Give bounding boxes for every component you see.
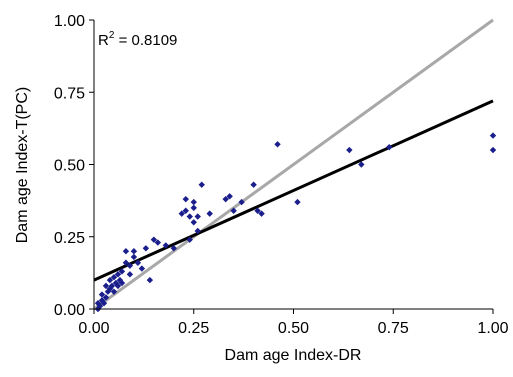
data-point: [358, 161, 365, 168]
data-point: [146, 276, 154, 284]
regression-line: [93, 99, 494, 282]
y-tick-label: 0.25: [54, 230, 85, 247]
data-point: [114, 271, 122, 278]
data-point: [106, 276, 114, 284]
y-ticks: 0.00 0.25 0.50 0.75 1.00: [54, 13, 94, 319]
data-point: [154, 239, 162, 246]
data-point: [182, 195, 189, 203]
x-tick-label: 1.00: [477, 320, 508, 337]
data-point: [190, 204, 197, 212]
data-point: [198, 181, 205, 188]
x-tick-label: 0.75: [378, 320, 409, 337]
reference-line-path: [93, 18, 494, 311]
data-point: [178, 210, 185, 217]
data-point: [118, 279, 126, 287]
y-tick-label: 0.75: [54, 85, 85, 102]
data-point: [102, 294, 110, 301]
data-point: [489, 132, 497, 139]
data-point: [122, 248, 130, 255]
data-point: [254, 207, 261, 214]
x-tick-label: 0.50: [278, 320, 309, 337]
data-point: [186, 213, 193, 220]
data-point: [346, 146, 353, 154]
data-point: [110, 274, 118, 281]
regression-line-path: [93, 99, 494, 282]
data-point: [194, 227, 201, 235]
r-squared-annotation: R2 = 0.8109: [98, 30, 177, 49]
data-point: [186, 236, 193, 243]
data-point: [222, 195, 229, 203]
data-point: [170, 245, 177, 252]
data-point: [206, 210, 213, 217]
data-point: [98, 291, 106, 298]
reference-line-1to1: [93, 18, 494, 311]
data-point: [134, 259, 142, 266]
data-point: [114, 282, 122, 290]
data-point: [100, 300, 108, 307]
y-tick-label: 1.00: [54, 13, 85, 30]
y-axis-title: Dam age Index-T(PC): [14, 87, 31, 244]
data-point: [190, 198, 197, 206]
data-point: [126, 262, 134, 269]
data-point: [194, 213, 201, 220]
x-tick-label: 0.25: [178, 320, 209, 337]
data-point: [130, 248, 138, 255]
y-tick-label: 0.00: [54, 302, 85, 319]
data-point: [182, 207, 189, 214]
x-axis-title: Dam age Index-DR: [225, 347, 362, 364]
x-ticks: 0.00 0.25 0.50 0.75 1.00: [78, 309, 509, 337]
x-tick-label: 0.00: [78, 320, 109, 337]
data-point: [274, 141, 281, 148]
data-point: [250, 181, 257, 188]
data-point: [190, 219, 197, 226]
data-point: [118, 268, 126, 275]
data-point: [138, 265, 146, 272]
data-point: [150, 236, 158, 243]
data-point: [489, 146, 497, 154]
data-point: [130, 253, 138, 261]
data-point: [102, 282, 110, 290]
data-point: [294, 198, 301, 206]
data-point: [226, 193, 233, 200]
data-point: [162, 242, 170, 249]
data-point: [94, 300, 102, 307]
data-point: [104, 288, 112, 295]
data-point: [126, 271, 134, 278]
data-point: [142, 245, 150, 252]
data-point: [238, 198, 245, 206]
data-points: [94, 132, 497, 313]
data-point: [108, 282, 116, 290]
data-point: [122, 259, 130, 266]
y-tick-label: 0.50: [54, 158, 85, 175]
data-point: [110, 288, 118, 295]
data-point: [258, 210, 265, 217]
data-point: [386, 143, 393, 151]
data-point: [230, 207, 237, 214]
data-point: [96, 302, 104, 310]
